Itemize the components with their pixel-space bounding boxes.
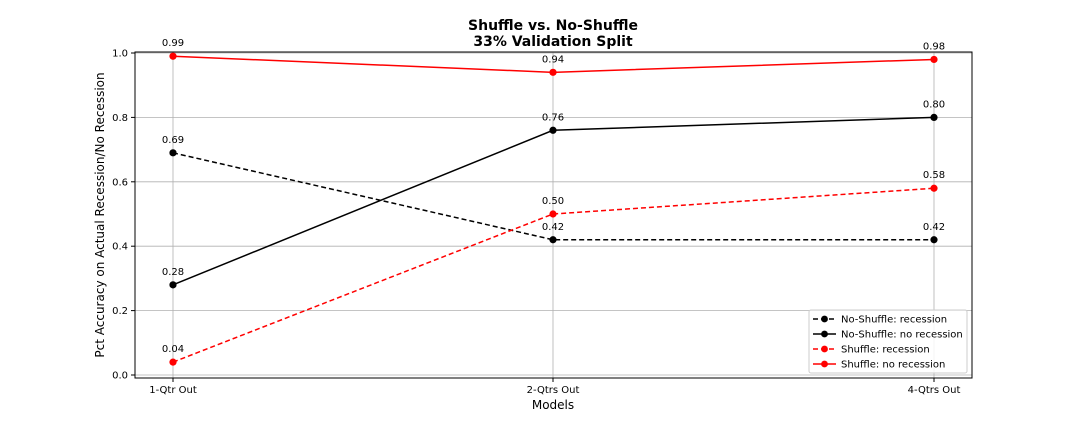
- legend-swatch-marker: [821, 360, 828, 368]
- chart-title-line-2: 33% Validation Split: [473, 34, 633, 50]
- data-point: [930, 113, 938, 121]
- data-point: [169, 52, 177, 60]
- data-label: 0.58: [923, 170, 945, 181]
- legend-label: Shuffle: no recession: [841, 360, 945, 371]
- data-label: 0.94: [542, 54, 564, 65]
- grid-lines: [135, 52, 972, 378]
- data-label: 0.99: [162, 38, 184, 49]
- y-tick-label: 0.0: [112, 371, 128, 382]
- legend-item: No-Shuffle: recession: [813, 315, 947, 326]
- series-1: 0.69 0.42 0.42: [162, 135, 945, 244]
- legend-swatch-marker: [821, 315, 828, 323]
- data-point: [930, 184, 938, 192]
- data-point: [930, 236, 938, 244]
- legend-item: Shuffle: no recession: [813, 360, 945, 371]
- x-axis-label: Models: [532, 398, 574, 412]
- legend-item: No-Shuffle: no recession: [813, 330, 963, 341]
- data-point: [549, 210, 557, 218]
- series-3: 0.04 0.50 0.58: [162, 170, 945, 366]
- data-label: 0.28: [162, 267, 184, 278]
- data-point: [169, 149, 177, 157]
- y-tick-label: 1.0: [112, 49, 128, 60]
- x-tick-label: 2-Qtrs Out: [527, 385, 580, 396]
- data-label: 0.50: [542, 196, 564, 207]
- axis-ticks: 1-Qtr Out 2-Qtrs Out 4-Qtrs Out 0.0 0.2 0.4 0.…: [112, 49, 960, 397]
- data-label: 0.69: [162, 135, 184, 146]
- chart-title-line-1: Shuffle vs. No-Shuffle: [468, 18, 638, 34]
- data-label: 0.42: [923, 222, 945, 233]
- data-label: 0.42: [542, 222, 564, 233]
- legend-label: No-Shuffle: recession: [841, 315, 947, 326]
- legend-label: No-Shuffle: no recession: [841, 330, 963, 341]
- series-2: 0.28 0.76 0.80: [162, 99, 945, 289]
- legend-swatch-marker: [821, 330, 828, 338]
- series-4: 0.99 0.94 0.98: [162, 38, 945, 76]
- data-point: [169, 281, 177, 289]
- x-tick-label: 1-Qtr Out: [149, 385, 197, 396]
- legend-item: Shuffle: recession: [813, 345, 930, 356]
- series-layer: 0.69 0.42 0.42 0.28 0.76 0.80 0.04 0.50 0.58 0.99…: [162, 38, 945, 366]
- y-tick-label: 0.8: [112, 113, 128, 124]
- x-tick-label: 4-Qtrs Out: [908, 385, 961, 396]
- y-axis-label: Pct Accuracy on Actual Recession/No Rece…: [93, 72, 107, 357]
- data-label: 0.98: [923, 41, 945, 52]
- legend: No-Shuffle: recession No-Shuffle: no rece…: [808, 309, 968, 374]
- y-tick-label: 0.4: [112, 242, 128, 253]
- y-tick-label: 0.2: [112, 306, 128, 317]
- data-label: 0.76: [542, 112, 564, 123]
- data-point: [930, 55, 938, 64]
- data-label: 0.80: [923, 99, 945, 110]
- legend-swatch-marker: [821, 345, 828, 353]
- data-point: [549, 236, 557, 244]
- legend-label: Shuffle: recession: [841, 345, 930, 356]
- y-tick-label: 0.6: [112, 177, 128, 188]
- data-point: [169, 358, 177, 366]
- series-line: [172, 152, 934, 241]
- data-point: [549, 126, 557, 134]
- data-point: [549, 68, 557, 76]
- data-label: 0.04: [162, 344, 184, 355]
- legend-box: [808, 309, 968, 374]
